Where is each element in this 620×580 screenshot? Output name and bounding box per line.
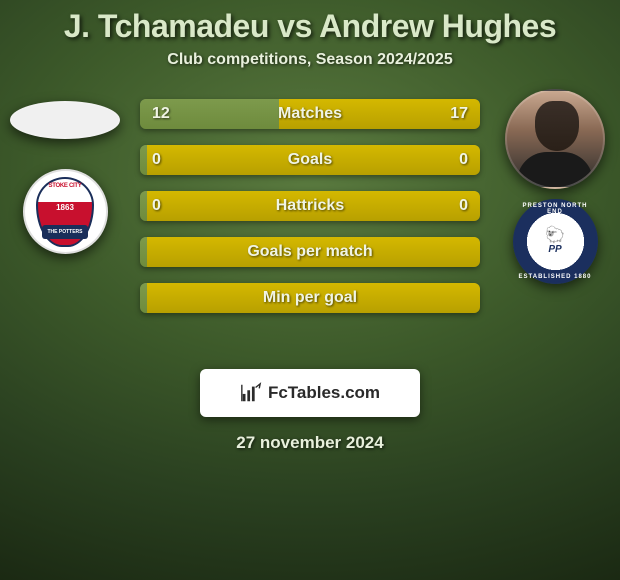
subtitle: Club competitions, Season 2024/2025 — [0, 51, 620, 69]
player-avatar-right — [505, 89, 605, 189]
lamb-icon: 🐑 — [545, 228, 565, 244]
preston-inner: 🐑 PP — [531, 218, 579, 266]
right-player-column: PRESTON NORTH END 🐑 PP ESTABLISHED 1880 — [500, 89, 610, 284]
stat-label: Matches — [140, 105, 480, 123]
stat-bars: 1217Matches 00Goals 00Hattricks Goals per m… — [140, 99, 480, 329]
comparison-card: J. Tchamadeu vs Andrew Hughes Club compe… — [0, 0, 620, 453]
left-player-column: THE POTTERS — [10, 89, 120, 254]
stat-label: Goals per match — [140, 243, 480, 261]
stoke-banner: THE POTTERS — [42, 225, 88, 239]
stat-row: 00Hattricks — [140, 191, 480, 221]
page-title: J. Tchamadeu vs Andrew Hughes — [0, 8, 620, 45]
stoke-shield: THE POTTERS — [36, 177, 94, 247]
stat-row: 00Goals — [140, 145, 480, 175]
watermark: FcTables.com — [200, 369, 420, 417]
preston-monogram: PP — [548, 244, 561, 255]
club-badge-stoke: THE POTTERS — [23, 169, 108, 254]
date: 27 november 2024 — [0, 433, 620, 453]
stat-row: 1217Matches — [140, 99, 480, 129]
watermark-text: FcTables.com — [268, 383, 380, 403]
preston-ring-top: PRESTON NORTH END — [515, 203, 596, 215]
stat-row: Goals per match — [140, 237, 480, 267]
main-area: THE POTTERS PRESTON NORTH END 🐑 PP ESTAB… — [0, 99, 620, 359]
preston-ring-bottom: ESTABLISHED 1880 — [515, 274, 596, 280]
chart-icon — [240, 382, 262, 404]
stat-label: Goals — [140, 151, 480, 169]
club-badge-preston: PRESTON NORTH END 🐑 PP ESTABLISHED 1880 — [513, 199, 598, 284]
stat-label: Hattricks — [140, 197, 480, 215]
stat-label: Min per goal — [140, 289, 480, 307]
stat-row: Min per goal — [140, 283, 480, 313]
player-avatar-left — [10, 101, 120, 139]
